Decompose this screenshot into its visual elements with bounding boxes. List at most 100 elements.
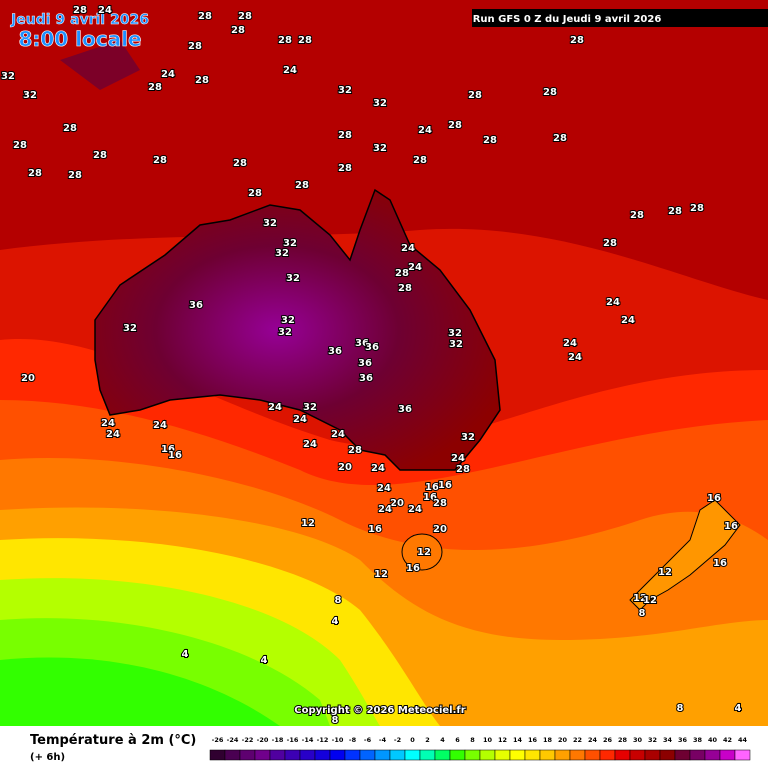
time: 8:00 locale [18, 27, 141, 51]
temp-label: 36 [398, 404, 412, 415]
temp-label: 24 [606, 297, 620, 308]
temp-label: 36 [328, 346, 342, 357]
temp-label: 28 [68, 170, 82, 181]
legend-swatch [389, 749, 406, 761]
legend-tick-label: -12 [317, 736, 329, 744]
temp-label: 24 [401, 243, 415, 254]
temp-label: 16 [707, 493, 721, 504]
temp-label: 12 [374, 569, 388, 580]
legend-swatch [524, 749, 541, 761]
temp-label: 24 [563, 338, 577, 349]
legend-tick-label: -18 [272, 736, 284, 744]
legend-swatch [434, 749, 451, 761]
legend-tick-label: 24 [588, 736, 598, 744]
temp-label: 12 [301, 518, 315, 529]
temp-label: 8 [639, 608, 646, 619]
temp-label: 32 [448, 328, 462, 339]
date: Jeudi 9 avril 2026 [10, 12, 149, 28]
legend-swatch [284, 749, 301, 761]
temp-label: 24 [303, 439, 317, 450]
temp-label: 28 [398, 283, 412, 294]
temp-label: 28 [413, 155, 427, 166]
temp-label: 4 [182, 649, 189, 660]
temp-label: 28 [248, 188, 262, 199]
temp-label: 36 [359, 373, 373, 384]
legend-swatch [719, 749, 736, 761]
legend-swatch [569, 749, 586, 761]
temp-label: 28 [433, 498, 447, 509]
temp-label: 8 [332, 715, 339, 726]
temp-label: 28 [198, 11, 212, 22]
legend-tick-label: -10 [332, 736, 344, 744]
labels: 28 24 28 28 28 28 28 28 28 32 32 24 28 28 24 32 32 28 28 28… [0, 4, 742, 727]
temp-label: 32 [373, 143, 387, 154]
legend-swatch [479, 749, 496, 761]
legend-swatch [659, 749, 676, 761]
temp-label: 4 [735, 703, 742, 714]
temp-label: 28 [468, 90, 482, 101]
temp-label: 28 [73, 5, 87, 16]
legend-tick-label: 10 [483, 736, 493, 744]
temp-label: 16 [368, 524, 382, 535]
legend-title: Température à 2m (°C) [30, 733, 196, 748]
temp-label: 32 [275, 248, 289, 259]
legend-tick-label: 44 [738, 736, 748, 744]
temp-label: 28 [195, 75, 209, 86]
temp-label: 24 [283, 65, 297, 76]
temp-label: 24 [268, 402, 282, 413]
legend-swatch [359, 749, 376, 761]
temp-label: 24 [98, 5, 112, 16]
legend-swatch [599, 749, 616, 761]
temp-label: 28 [298, 35, 312, 46]
legend-tick-label: -20 [257, 736, 269, 744]
temp-label: 36 [365, 342, 379, 353]
legend-tick-label: 28 [618, 736, 628, 744]
temp-label: 24 [371, 463, 385, 474]
legend-tick-label: 40 [708, 736, 718, 744]
legend: -26 -24 -22 -20 -18 -16 -14 -12 -10 -8 -6 -4 -2 0 2 4 6 8… [209, 736, 751, 761]
temp-label: 24 [418, 125, 432, 136]
temp-label: 24 [161, 69, 175, 80]
legend-tick-label: -16 [287, 736, 299, 744]
temp-label: 28 [630, 210, 644, 221]
temp-label: 32 [286, 273, 300, 284]
legend-tick-label: 14 [513, 736, 523, 744]
temp-label: 28 [553, 133, 567, 144]
temp-label: 28 [395, 268, 409, 279]
legend-swatch [209, 749, 226, 761]
copyright: Copyright © 2026 Meteociel.fr [294, 705, 465, 716]
temp-label: 28 [93, 150, 107, 161]
temp-label: 20 [21, 373, 35, 384]
temp-label: 4 [332, 616, 339, 627]
temp-label: 28 [231, 25, 245, 36]
legend-tick-label: 12 [498, 736, 507, 744]
temp-label: 20 [338, 462, 352, 473]
temp-label: 32 [338, 85, 352, 96]
legend-swatch [464, 749, 481, 761]
legend-tick-label: 2 [425, 736, 430, 744]
legend-tick-label: 38 [693, 736, 703, 744]
temp-label: 36 [358, 358, 372, 369]
legend-swatch [629, 749, 646, 761]
legend-swatch [734, 749, 751, 761]
legend-tick-label: -22 [242, 736, 254, 744]
legend-tick-label: 16 [528, 736, 538, 744]
temp-label: 20 [433, 524, 447, 535]
temp-label: 24 [378, 504, 392, 515]
temp-label: 24 [377, 483, 391, 494]
temp-label: 24 [293, 414, 307, 425]
temp-label: 28 [295, 180, 309, 191]
temp-label: 32 [373, 98, 387, 109]
temp-label: 32 [263, 218, 277, 229]
legend-tick-label: 22 [573, 736, 582, 744]
temp-label: 16 [425, 482, 439, 493]
legend-tick-label: -6 [364, 736, 372, 744]
temp-label: 28 [543, 87, 557, 98]
temp-label: 28 [278, 35, 292, 46]
temp-label: 8 [677, 703, 684, 714]
legend-swatch [269, 749, 286, 761]
temp-label: 28 [233, 158, 247, 169]
legend-swatch [329, 749, 346, 761]
temp-label: 16 [168, 450, 182, 461]
